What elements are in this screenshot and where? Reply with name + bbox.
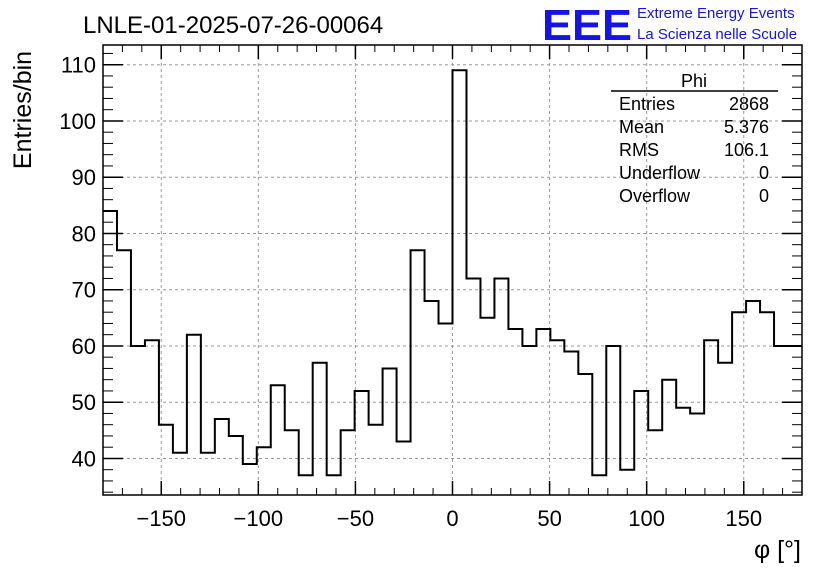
x-tick-label: 50 bbox=[537, 506, 561, 531]
eee-logo: EEE Extreme Energy Events La Scienza nel… bbox=[542, 1, 797, 50]
y-tick-label: 80 bbox=[72, 221, 96, 246]
stats-box: Phi Entries 2868 Mean 5.376 RMS 106.1 Underflo… bbox=[611, 71, 778, 206]
y-tick-label: 90 bbox=[72, 165, 96, 190]
eee-logo-mark: EEE bbox=[542, 1, 632, 50]
x-tick-label: −50 bbox=[337, 506, 374, 531]
histogram-series-phi bbox=[103, 69, 802, 477]
y-tick-label: 70 bbox=[72, 278, 96, 303]
stats-label: Mean bbox=[619, 117, 664, 137]
y-tick-label: 100 bbox=[59, 109, 96, 134]
stats-title: Phi bbox=[681, 71, 707, 91]
chart-title: LNLE-01-2025-07-26-00064 bbox=[83, 12, 383, 39]
stats-value: 2868 bbox=[729, 94, 769, 114]
logo-line-1: Extreme Energy Events bbox=[637, 5, 795, 22]
stats-label: RMS bbox=[619, 140, 659, 160]
axis-ticks bbox=[103, 45, 802, 495]
x-tick-label: 100 bbox=[628, 506, 665, 531]
stats-label: Underflow bbox=[619, 163, 701, 183]
y-tick-labels: 40 50 60 70 80 90 100 110 bbox=[59, 53, 96, 472]
logo-line-2: La Scienza nelle Scuole bbox=[637, 26, 797, 43]
y-tick-label: 60 bbox=[72, 334, 96, 359]
stats-value: 106.1 bbox=[724, 140, 769, 160]
stats-label: Overflow bbox=[619, 186, 691, 206]
x-tick-label: −150 bbox=[136, 506, 186, 531]
stats-value: 5.376 bbox=[724, 117, 769, 137]
stats-rows: Entries 2868 Mean 5.376 RMS 106.1 Underflow 0 Ov… bbox=[619, 94, 769, 206]
x-tick-label: 0 bbox=[446, 506, 458, 531]
y-axis-label: Entries/bin bbox=[9, 51, 37, 169]
y-tick-label: 110 bbox=[61, 53, 96, 78]
x-tick-labels: −150 −100 −50 0 50 100 150 bbox=[136, 506, 762, 531]
stats-label: Entries bbox=[619, 94, 675, 114]
stats-value: 0 bbox=[759, 163, 769, 183]
x-axis-label: φ [°] bbox=[754, 536, 801, 564]
x-tick-label: 150 bbox=[725, 506, 762, 531]
x-tick-label: −100 bbox=[234, 506, 284, 531]
stats-value: 0 bbox=[759, 186, 769, 206]
y-tick-label: 40 bbox=[72, 446, 96, 471]
y-tick-label: 50 bbox=[72, 390, 96, 415]
